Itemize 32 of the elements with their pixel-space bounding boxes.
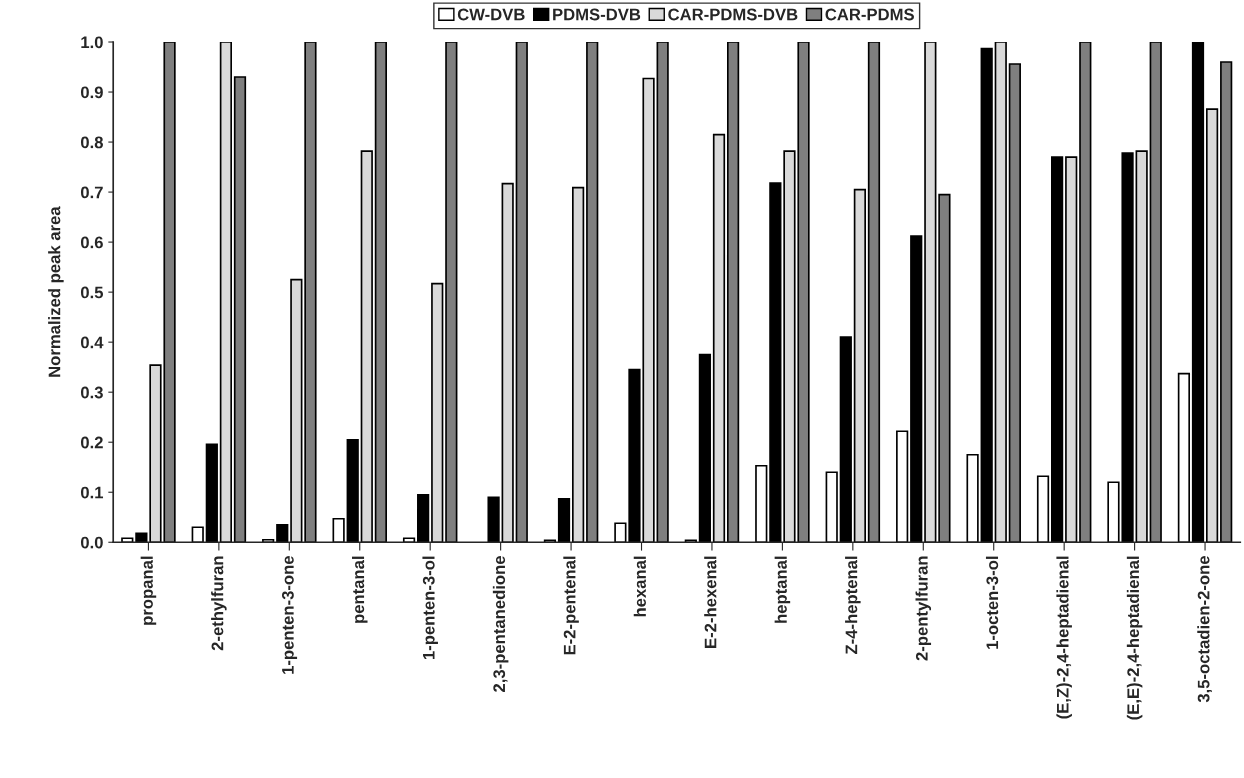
x-tick-label: 2-pentylfuran bbox=[915, 556, 932, 661]
y-tick-label: 0.3 bbox=[80, 386, 103, 399]
x-tick-label: (E,E)-2,4-heptadienal bbox=[1126, 556, 1143, 720]
y-tick-label: 1.0 bbox=[81, 36, 103, 49]
x-tick-label: 1-penten-3-one bbox=[281, 556, 298, 674]
x-tick-label: (E,Z)-2,4-heptadienal bbox=[1056, 556, 1072, 719]
y-axis-title: Normalized peak area bbox=[48, 206, 64, 377]
x-tick-label: 1-penten-3-ol bbox=[422, 556, 438, 660]
x-tick-label: E-2-hexenal bbox=[704, 556, 717, 648]
legend-label: PDMS-DVB bbox=[553, 8, 641, 21]
y-tick-label: 0.5 bbox=[80, 286, 104, 299]
x-tick-label: pentanal bbox=[351, 556, 368, 623]
legend-label: CAR-PDMS bbox=[825, 8, 914, 21]
x-tick-label: propanal bbox=[140, 556, 157, 625]
x-tick-label: Z-4-heptenal bbox=[845, 556, 861, 655]
y-tick-label: 0.2 bbox=[80, 436, 103, 449]
x-tick-label: 2-ethylfuran bbox=[211, 556, 227, 651]
y-tick-label: 0.6 bbox=[80, 236, 103, 249]
legend-label: CW-DVB bbox=[457, 8, 525, 21]
y-tick-label: 0.7 bbox=[80, 186, 103, 199]
y-tick-label: 0.4 bbox=[80, 336, 104, 349]
legend-label: CAR-PDMS-DVB bbox=[668, 8, 798, 21]
x-tick-label: hexanal bbox=[633, 556, 646, 617]
y-tick-label: 0.1 bbox=[80, 486, 104, 499]
x-tick-label: 1-octen-3-ol bbox=[985, 556, 999, 649]
y-tick-label: 0.0 bbox=[80, 536, 103, 549]
x-tick-label: 3,5-octadien-2-one bbox=[1197, 556, 1212, 703]
x-tick-label: E-2-pentenal bbox=[563, 556, 579, 655]
x-tick-label: heptanal bbox=[774, 556, 791, 623]
x-tick-label: 2,3-pentanedione bbox=[492, 556, 509, 692]
y-tick-label: 0.8 bbox=[80, 136, 103, 149]
y-tick-label: 0.9 bbox=[80, 86, 103, 99]
